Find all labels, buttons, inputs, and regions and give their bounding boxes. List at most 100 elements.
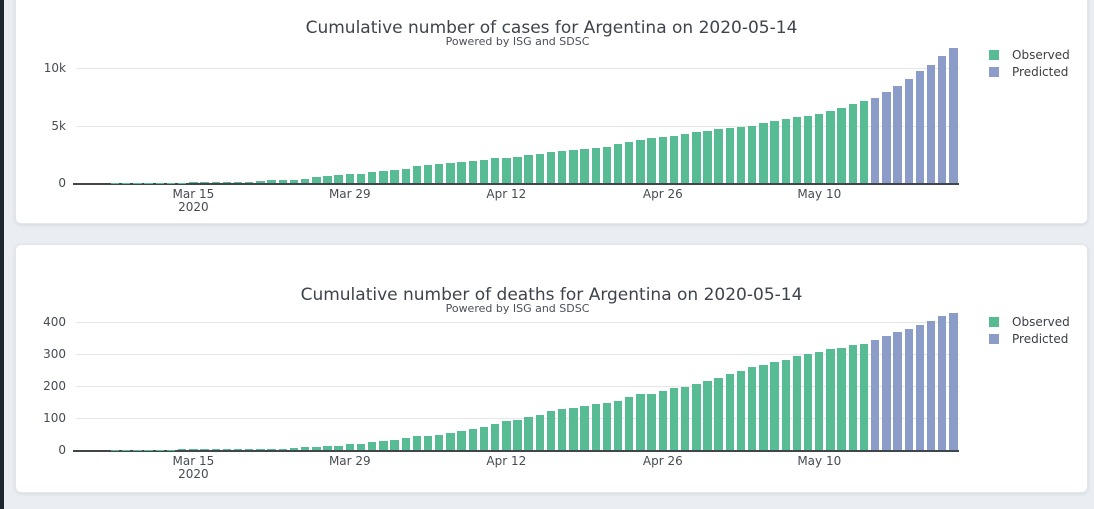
bar-observed[interactable] [356,443,366,450]
bar-observed[interactable] [300,447,310,450]
bar-observed[interactable] [502,421,511,450]
bar-observed[interactable] [781,359,790,450]
bar-observed[interactable] [490,158,500,183]
bar-observed[interactable] [591,404,600,450]
bar-observed[interactable] [602,402,612,450]
bar-observed[interactable] [334,175,343,183]
bar-observed[interactable] [558,151,567,183]
bar-observed[interactable] [848,345,857,450]
bar-predicted[interactable] [870,339,880,450]
bar-observed[interactable] [859,343,869,450]
bar-observed[interactable] [558,408,567,450]
bar-observed[interactable] [457,162,466,183]
bar-observed[interactable] [379,170,388,183]
bar-observed[interactable] [602,147,612,183]
bar-observed[interactable] [211,449,220,450]
bar-observed[interactable] [189,449,198,450]
bar-observed[interactable] [502,157,511,183]
bar-observed[interactable] [658,137,667,183]
bar-observed[interactable] [345,444,355,450]
bar-predicted[interactable] [926,320,936,450]
bar-observed[interactable] [748,125,757,183]
bar-observed[interactable] [390,439,399,450]
bar-observed[interactable] [759,123,768,183]
bar-observed[interactable] [636,394,645,450]
bar-predicted[interactable] [882,336,891,450]
bar-observed[interactable] [233,181,243,183]
bar-observed[interactable] [770,362,779,450]
bar-observed[interactable] [446,432,455,450]
bar-observed[interactable] [200,449,209,450]
bar-observed[interactable] [289,179,299,183]
bar-predicted[interactable] [904,328,913,450]
legend-item-observed[interactable]: Observed [989,313,1070,330]
bar-observed[interactable] [658,390,667,450]
bar-observed[interactable] [848,104,857,183]
bar-observed[interactable] [669,388,679,450]
bar-observed[interactable] [312,447,321,450]
bar-observed[interactable] [457,430,466,450]
bar-observed[interactable] [803,353,813,450]
bar-observed[interactable] [222,182,232,183]
bar-observed[interactable] [725,128,735,183]
bar-observed[interactable] [625,397,634,450]
bar-observed[interactable] [703,381,712,450]
bar-observed[interactable] [368,171,377,183]
bar-observed[interactable] [189,182,198,183]
bar-observed[interactable] [368,442,377,450]
bar-observed[interactable] [680,133,690,183]
bar-observed[interactable] [524,417,533,450]
bar-observed[interactable] [636,139,645,183]
bar-observed[interactable] [490,423,500,450]
bar-observed[interactable] [625,141,634,183]
bar-observed[interactable] [278,179,287,183]
bar-observed[interactable] [211,182,220,183]
bar-observed[interactable] [267,180,276,183]
bar-predicted[interactable] [938,316,947,450]
bar-observed[interactable] [245,449,254,450]
bar-observed[interactable] [435,164,444,183]
bar-observed[interactable] [479,160,489,183]
bar-observed[interactable] [513,156,522,183]
bar-observed[interactable] [446,163,455,183]
bar-observed[interactable] [792,116,802,183]
bar-predicted[interactable] [915,325,925,450]
bar-observed[interactable] [323,176,332,183]
bar-observed[interactable] [736,371,746,450]
bar-observed[interactable] [401,438,410,450]
bar-predicted[interactable] [893,332,902,450]
bar-observed[interactable] [468,429,477,450]
bar-observed[interactable] [546,152,556,183]
bar-observed[interactable] [815,113,824,183]
bar-observed[interactable] [513,419,522,450]
bar-observed[interactable] [826,111,835,183]
legend-item-predicted[interactable]: Predicted [989,330,1070,347]
bar-observed[interactable] [569,407,578,450]
bar-observed[interactable] [837,107,846,183]
bar-observed[interactable] [345,174,355,183]
bar-observed[interactable] [714,377,723,450]
bar-observed[interactable] [312,177,321,183]
bar-observed[interactable] [334,445,343,450]
bar-observed[interactable] [748,366,757,450]
bar-predicted[interactable] [926,65,936,183]
bar-observed[interactable] [323,446,332,450]
bar-observed[interactable] [222,449,232,450]
bar-observed[interactable] [200,182,209,183]
bar-observed[interactable] [792,355,802,450]
bar-predicted[interactable] [949,48,958,183]
bar-observed[interactable] [826,349,835,450]
bar-observed[interactable] [759,365,768,450]
bar-observed[interactable] [770,121,779,183]
bar-predicted[interactable] [893,86,902,183]
bar-observed[interactable] [401,168,410,183]
bar-observed[interactable] [580,406,589,450]
legend-item-predicted[interactable]: Predicted [989,63,1070,80]
bar-observed[interactable] [714,129,723,183]
bar-observed[interactable] [815,352,824,450]
bar-observed[interactable] [245,181,254,183]
bar-observed[interactable] [412,436,422,450]
bar-observed[interactable] [725,373,735,450]
bar-observed[interactable] [613,143,623,183]
bar-observed[interactable] [703,131,712,183]
